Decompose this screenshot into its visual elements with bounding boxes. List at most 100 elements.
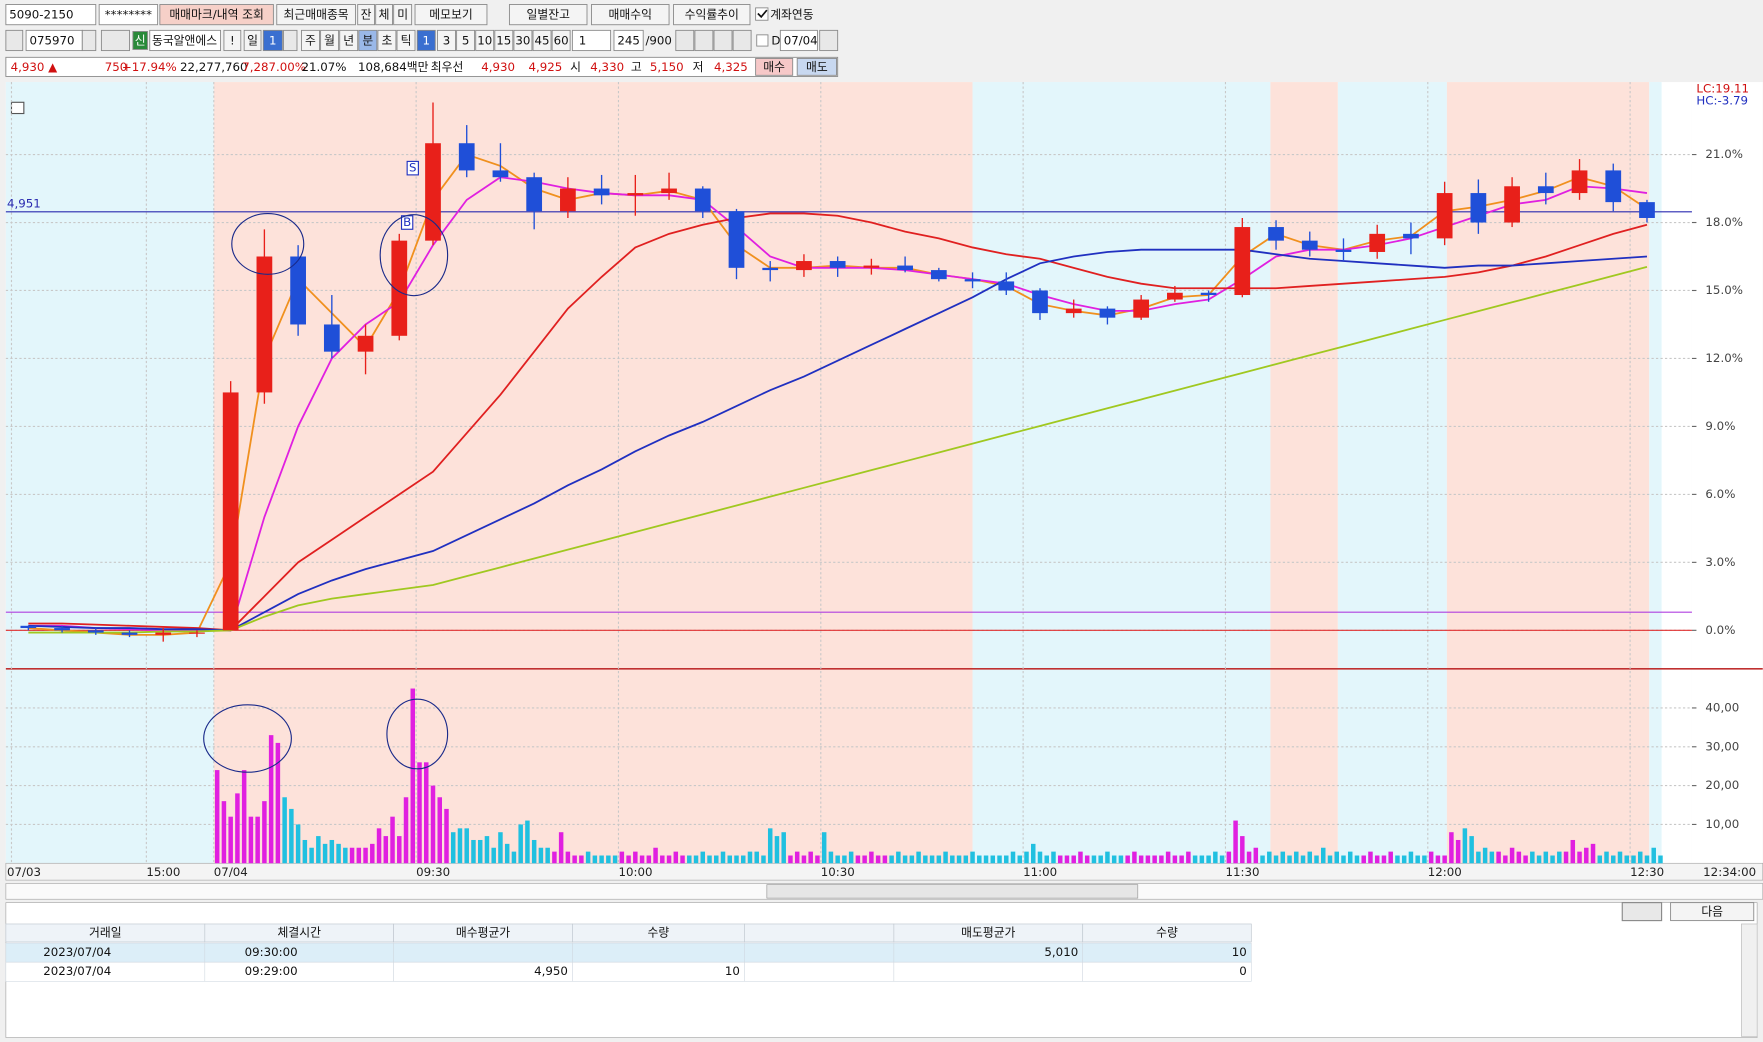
volume-bar xyxy=(1449,832,1454,864)
period-button[interactable] xyxy=(396,29,416,52)
tool-icon[interactable] xyxy=(694,29,714,52)
chart-icon xyxy=(10,101,25,115)
period-button[interactable] xyxy=(377,29,397,52)
volume-bar xyxy=(666,855,672,864)
tool-icon[interactable] xyxy=(675,29,695,52)
volume-bar xyxy=(1159,855,1164,864)
alert-button[interactable] xyxy=(223,29,242,52)
password-input[interactable] xyxy=(98,4,159,26)
x-tick-label: 15:00 xyxy=(146,865,180,879)
volume-bar xyxy=(1401,855,1407,864)
table-cell-text: 5,010 xyxy=(1044,945,1078,959)
volume-bar xyxy=(430,785,436,864)
volume-bar xyxy=(370,843,375,864)
calendar-button[interactable] xyxy=(819,29,839,52)
table-cell-text: 2023/07/04 xyxy=(43,964,111,978)
toolbar-button[interactable] xyxy=(673,4,751,26)
current-time: 12:34:00 xyxy=(1703,865,1756,879)
toolbar-button[interactable] xyxy=(375,4,393,26)
volume-bar xyxy=(1145,855,1151,864)
toolbar-button[interactable] xyxy=(414,4,488,26)
candle-body xyxy=(189,632,205,634)
date-input[interactable] xyxy=(779,29,818,52)
minute-button[interactable] xyxy=(456,29,476,52)
x-tick-label: 12:00 xyxy=(1428,865,1462,879)
candle-body xyxy=(1133,299,1150,318)
toolbar-button[interactable] xyxy=(393,4,413,26)
volume-bar xyxy=(923,855,928,864)
period-button[interactable] xyxy=(262,29,283,52)
y-tick-label: 21.0% xyxy=(1705,147,1742,161)
volume-bar xyxy=(531,839,537,864)
volume-bar xyxy=(1408,851,1414,864)
period-button[interactable] xyxy=(358,29,378,52)
sound-button[interactable] xyxy=(100,29,130,52)
account-input[interactable] xyxy=(5,4,97,26)
settings-button[interactable] xyxy=(1621,902,1663,922)
volume-bar xyxy=(1476,851,1481,864)
volume-bar xyxy=(302,839,308,864)
volume-bar xyxy=(1125,855,1130,864)
minute-button[interactable] xyxy=(532,29,552,52)
toolbar-button[interactable] xyxy=(159,4,274,26)
volume-bar xyxy=(997,855,1002,864)
minute-button[interactable] xyxy=(437,29,456,52)
volume-bar xyxy=(1374,855,1380,864)
volume-bar xyxy=(862,855,867,864)
credit: 신 xyxy=(135,34,146,48)
volume-bar xyxy=(1010,851,1016,864)
volume-bar xyxy=(1314,855,1319,864)
volume-bar xyxy=(1637,851,1643,864)
period-button[interactable] xyxy=(320,29,340,52)
volume-bar xyxy=(1550,855,1555,864)
tool-icon[interactable] xyxy=(732,29,752,52)
minute-button[interactable] xyxy=(416,29,436,52)
tool-icon[interactable] xyxy=(713,29,733,52)
date-checkbox[interactable] xyxy=(756,34,769,47)
volume-bar xyxy=(1091,855,1097,864)
y-tick-label: 9.0% xyxy=(1705,419,1735,433)
toolbar-button[interactable] xyxy=(591,4,670,26)
volume-bar xyxy=(1469,836,1474,864)
volume-bar xyxy=(848,851,854,864)
volume-bar xyxy=(343,847,348,864)
toolbar-button[interactable] xyxy=(357,4,376,26)
candle-body xyxy=(1032,290,1048,314)
period-button[interactable] xyxy=(243,29,262,52)
volume-bar xyxy=(687,855,692,864)
toolbar-button[interactable] xyxy=(276,4,356,26)
dropdown[interactable] xyxy=(81,29,97,52)
x-tick-label: 11:30 xyxy=(1225,865,1259,879)
scroll-thumb[interactable] xyxy=(766,884,1139,899)
next-label: 다음 xyxy=(1701,905,1723,919)
period-button[interactable] xyxy=(301,29,320,52)
toolbar-button[interactable] xyxy=(508,4,588,26)
dropdown[interactable] xyxy=(283,29,298,52)
sell-button[interactable] xyxy=(796,58,837,76)
minute-button[interactable] xyxy=(494,29,514,52)
count-input[interactable] xyxy=(613,29,644,52)
volume-bar xyxy=(511,851,517,864)
highlight-ellipse xyxy=(386,698,449,770)
volume-bar xyxy=(619,851,625,864)
volume-bar xyxy=(1098,855,1103,864)
buy-label: 매수 xyxy=(763,60,785,74)
minute-button[interactable] xyxy=(513,29,533,52)
menu-icon[interactable] xyxy=(5,29,24,52)
unit-input[interactable] xyxy=(571,29,612,52)
sync-checkbox[interactable] xyxy=(755,7,769,21)
period-label: 월 xyxy=(324,34,335,48)
buy-button[interactable] xyxy=(755,58,794,76)
volume-bar xyxy=(552,851,557,864)
candle-body xyxy=(20,625,37,629)
next-button[interactable] xyxy=(1670,902,1755,922)
volume-bar xyxy=(498,832,503,864)
candle-body xyxy=(1335,249,1352,252)
candle-body xyxy=(155,632,172,635)
minute-button[interactable] xyxy=(551,29,571,52)
candle-body xyxy=(1369,233,1386,252)
period-button[interactable] xyxy=(339,29,359,52)
volume-bar xyxy=(417,762,422,864)
minute-button[interactable] xyxy=(475,29,495,52)
quote-volume: 22,277,760 xyxy=(180,60,248,74)
